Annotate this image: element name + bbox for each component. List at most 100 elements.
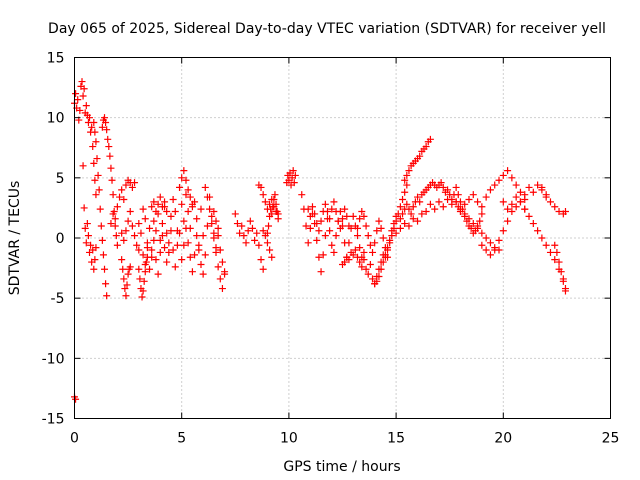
data-point bbox=[499, 171, 507, 179]
data-point bbox=[135, 220, 143, 228]
data-point bbox=[195, 246, 203, 254]
data-point bbox=[311, 210, 319, 218]
data-point bbox=[120, 275, 128, 283]
data-point bbox=[482, 193, 490, 201]
data-point bbox=[360, 212, 368, 220]
data-point bbox=[99, 251, 107, 259]
data-point bbox=[521, 205, 529, 213]
data-point bbox=[401, 176, 409, 184]
data-point bbox=[403, 181, 411, 189]
data-point bbox=[448, 200, 456, 208]
data-point bbox=[106, 152, 114, 160]
data-point bbox=[165, 248, 173, 256]
data-point bbox=[180, 217, 188, 225]
data-point bbox=[193, 232, 201, 240]
data-point bbox=[349, 212, 357, 220]
data-point bbox=[377, 265, 385, 273]
data-point bbox=[534, 227, 542, 235]
data-point bbox=[108, 176, 116, 184]
data-point bbox=[169, 246, 177, 254]
x-tick-label: 10 bbox=[280, 431, 298, 447]
data-point bbox=[345, 239, 353, 247]
data-point bbox=[259, 227, 267, 235]
data-point bbox=[98, 236, 106, 244]
data-point bbox=[268, 253, 276, 261]
data-point bbox=[103, 292, 111, 300]
data-point bbox=[188, 200, 196, 208]
data-point bbox=[148, 246, 156, 254]
data-point bbox=[349, 251, 357, 259]
data-point bbox=[551, 203, 559, 211]
data-point bbox=[131, 232, 139, 240]
data-point bbox=[516, 188, 524, 196]
data-point bbox=[251, 236, 259, 244]
data-point bbox=[156, 248, 164, 256]
data-point bbox=[163, 229, 171, 237]
data-point bbox=[255, 241, 263, 249]
data-point bbox=[148, 203, 156, 211]
data-point bbox=[343, 212, 351, 220]
data-point bbox=[141, 268, 149, 276]
data-point bbox=[193, 215, 201, 223]
data-point bbox=[119, 265, 127, 273]
data-point bbox=[336, 224, 344, 232]
data-point bbox=[111, 215, 119, 223]
data-point bbox=[208, 220, 216, 228]
data-point bbox=[109, 210, 117, 218]
data-point bbox=[90, 265, 98, 273]
data-point bbox=[486, 239, 494, 247]
data-point bbox=[332, 232, 340, 240]
data-point bbox=[525, 212, 533, 220]
data-point bbox=[214, 232, 222, 240]
data-point bbox=[272, 200, 280, 208]
data-point bbox=[271, 191, 279, 199]
data-point bbox=[236, 229, 244, 237]
data-point bbox=[471, 227, 479, 235]
data-point bbox=[399, 195, 407, 203]
data-point bbox=[98, 123, 106, 131]
data-point bbox=[128, 183, 136, 191]
data-point bbox=[504, 167, 512, 175]
data-point bbox=[403, 200, 411, 208]
data-point bbox=[154, 200, 162, 208]
data-point bbox=[240, 232, 248, 240]
data-point bbox=[91, 128, 99, 136]
data-point bbox=[345, 256, 353, 264]
data-point bbox=[401, 188, 409, 196]
data-point bbox=[109, 191, 117, 199]
x-tick-label: 0 bbox=[70, 431, 79, 447]
data-point bbox=[321, 200, 329, 208]
data-point bbox=[399, 210, 407, 218]
data-point bbox=[158, 203, 166, 211]
data-point bbox=[121, 285, 129, 293]
data-point bbox=[482, 234, 490, 242]
data-points bbox=[71, 78, 569, 403]
data-point bbox=[308, 203, 316, 211]
data-point bbox=[113, 203, 121, 211]
data-point bbox=[186, 253, 194, 261]
data-point bbox=[257, 256, 265, 264]
data-point bbox=[409, 215, 417, 223]
data-point bbox=[161, 244, 169, 252]
data-point bbox=[95, 186, 103, 194]
data-point bbox=[266, 246, 274, 254]
data-point bbox=[124, 217, 132, 225]
data-point bbox=[555, 258, 563, 266]
data-point bbox=[123, 281, 131, 289]
data-point bbox=[197, 205, 205, 213]
data-point bbox=[120, 236, 128, 244]
data-point bbox=[90, 118, 98, 126]
data-point bbox=[273, 208, 281, 216]
data-point bbox=[326, 215, 334, 223]
data-point bbox=[306, 224, 314, 232]
data-point bbox=[377, 224, 385, 232]
data-point bbox=[499, 198, 507, 206]
data-point bbox=[216, 275, 224, 283]
data-point bbox=[362, 222, 370, 230]
data-point bbox=[319, 251, 327, 259]
x-axis-label: GPS time / hours bbox=[283, 459, 400, 475]
data-point bbox=[416, 198, 424, 206]
data-point bbox=[396, 224, 404, 232]
data-point bbox=[469, 191, 477, 199]
